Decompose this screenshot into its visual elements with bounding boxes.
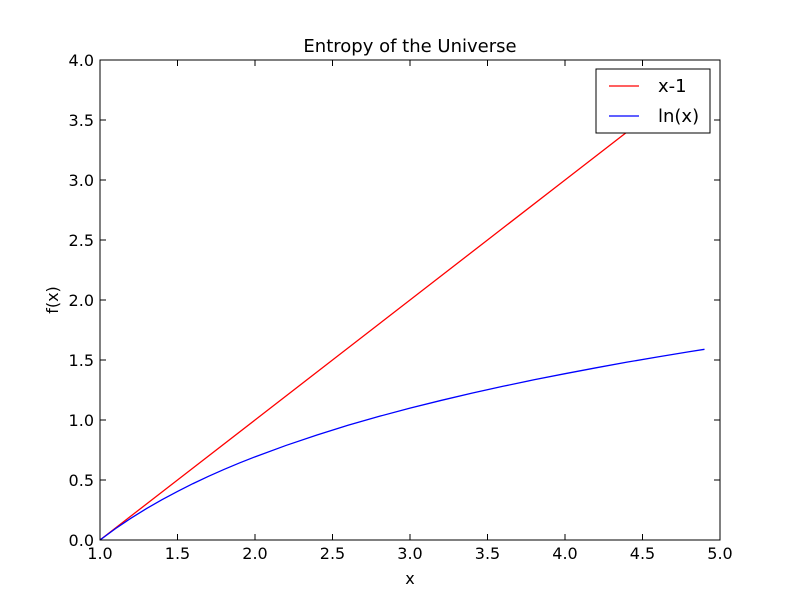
legend: x-1 ln(x) [595, 68, 711, 134]
legend-label-ln-x: ln(x) [658, 106, 699, 127]
y-tick-label: 1.0 [69, 411, 94, 430]
legend-box [595, 68, 711, 134]
y-tick-label: 3.0 [69, 171, 94, 190]
plot-area: 1.0 1.5 2.0 2.5 3.0 3.5 4.0 4.5 5.0 0.0 0.5 1.0 1.5… [69, 51, 733, 563]
x-tick-label: 4.5 [630, 544, 655, 563]
series-line-x-1 [99, 71, 705, 541]
x-tick-label: 5.0 [707, 544, 732, 563]
legend-label-x-minus-1: x-1 [658, 76, 687, 97]
y-tick-label: 1.5 [69, 351, 94, 370]
x-tick-label: 1.0 [87, 544, 112, 563]
y-axis-ticks: 0.0 0.5 1.0 1.5 2.0 2.5 3.0 3.5 4.0 [69, 51, 720, 550]
y-tick-label: 3.5 [69, 111, 94, 130]
y-tick-label: 0.5 [69, 471, 94, 490]
series-layer [99, 71, 705, 541]
x-tick-label: 2.5 [320, 544, 345, 563]
x-axis-label: x [405, 569, 414, 588]
x-tick-label: 2.0 [242, 544, 267, 563]
x-tick-label: 4.0 [552, 544, 577, 563]
x-tick-label: 3.0 [397, 544, 422, 563]
x-tick-label: 3.5 [475, 544, 500, 563]
chart-title: Entropy of the Universe [303, 36, 516, 57]
x-axis-ticks: 1.0 1.5 2.0 2.5 3.0 3.5 4.0 4.5 5.0 [87, 60, 733, 563]
y-tick-label: 0.0 [69, 531, 94, 550]
series-line-ln-x [99, 348, 705, 541]
x-tick-label: 1.5 [165, 544, 190, 563]
y-tick-label: 2.5 [69, 231, 94, 250]
y-tick-label: 4.0 [69, 51, 94, 70]
y-tick-label: 2.0 [69, 291, 94, 310]
y-axis-label: f(x) [43, 286, 62, 314]
